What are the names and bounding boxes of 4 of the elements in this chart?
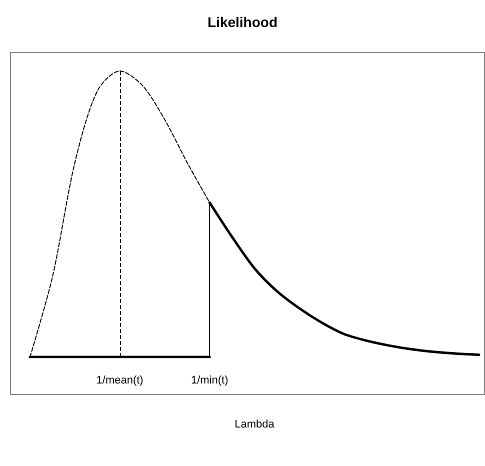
- x-tick-label: 1/min(t): [190, 374, 228, 386]
- x-axis-title: Lambda: [234, 418, 276, 430]
- x-tick-label: 1/mean(t): [96, 374, 144, 386]
- chart-title: Likelihood: [208, 14, 278, 30]
